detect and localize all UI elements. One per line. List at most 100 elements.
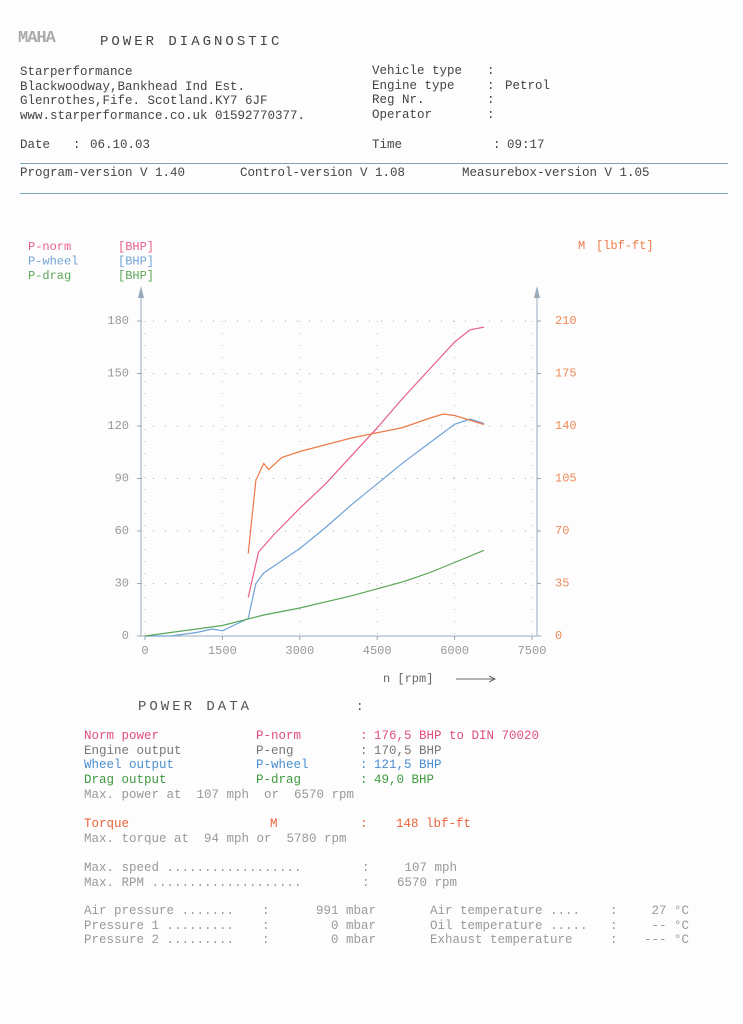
condition-label: Oil temperature ..... <box>430 918 588 933</box>
separator: : <box>262 933 270 947</box>
x-tick-label: 1500 <box>208 644 237 658</box>
separator: : <box>362 875 370 890</box>
x-tick-label: 4500 <box>363 644 392 658</box>
company-line: Starperformance <box>20 65 133 79</box>
version: Control-version V 1.08 <box>240 166 406 180</box>
x-tick-label: 3000 <box>285 644 314 658</box>
separator: : <box>487 93 495 108</box>
y-tick-label: 30 <box>115 577 129 591</box>
max-power: Max. power at 107 mph or 6570 rpm <box>84 788 355 802</box>
condition-label: Air temperature .... <box>430 904 581 918</box>
condition-label: Exhaust temperature <box>430 933 573 947</box>
legend-unit: [lbf-ft] <box>596 239 654 253</box>
rule <box>20 193 728 194</box>
separator: : <box>493 138 501 152</box>
field-value: Petrol <box>505 78 551 93</box>
version: Program-version V 1.40 <box>20 166 186 180</box>
separator: : <box>360 817 368 831</box>
x-tick-label: 6000 <box>440 644 469 658</box>
axis-arrow <box>138 286 144 298</box>
separator: : <box>73 138 81 152</box>
condition-value: 0 mbar <box>330 918 376 933</box>
condition-value: 991 mbar <box>315 904 376 918</box>
series-line <box>144 549 485 637</box>
legend-unit: [BHP] <box>118 255 154 269</box>
legend-entry: P-norm <box>28 240 71 254</box>
x-tick-label: 7500 <box>518 644 547 658</box>
condition-label: Pressure 1 ......... <box>84 918 235 933</box>
legend-entry: P-wheel <box>28 255 78 269</box>
axis-arrow <box>488 675 497 683</box>
series-line <box>247 326 485 598</box>
condition-value: 27 °C <box>651 904 689 918</box>
y-tick-label: 0 <box>122 629 129 643</box>
axis-arrow <box>534 286 540 298</box>
title: POWER DIAGNOSTIC <box>100 34 283 50</box>
separator: : <box>362 861 370 875</box>
field-label: Date <box>20 138 51 152</box>
x-tick-label: 0 <box>141 644 148 658</box>
y2-tick-label: 0 <box>555 629 562 643</box>
y2-tick-label: 175 <box>555 367 577 381</box>
output-label: Drag output <box>84 773 167 788</box>
output-symbol: P-drag <box>256 773 302 788</box>
field-value: 06.10.03 <box>90 138 151 152</box>
separator: : <box>360 773 368 788</box>
output-value: 176,5 BHP to DIN 70020 <box>374 729 540 743</box>
condition-label: Pressure 2 ......... <box>84 933 235 947</box>
y-tick-label: 150 <box>107 367 129 381</box>
condition-value: --- °C <box>643 933 689 947</box>
y-tick-label: 60 <box>115 524 129 538</box>
output-value: 49,0 BHP <box>374 773 435 788</box>
legend-unit: [BHP] <box>118 240 154 254</box>
y-tick-label: 120 <box>107 419 129 433</box>
x-axis-label: n [rpm] <box>383 672 433 686</box>
separator: : <box>610 918 618 933</box>
field-label: Engine type <box>372 78 455 93</box>
legend-unit: [BHP] <box>118 269 154 283</box>
max-value: 107 mph <box>404 861 457 875</box>
company-line: Blackwoodway,Bankhead Ind Est. <box>20 79 246 94</box>
y2-tick-label: 105 <box>555 472 577 486</box>
series-line <box>247 413 485 554</box>
condition-value: -- °C <box>651 918 689 933</box>
version: Measurebox-version V 1.05 <box>462 166 650 180</box>
output-label: Norm power <box>84 729 160 743</box>
logo: MAHA <box>18 29 56 48</box>
max-label: Max. speed .................. <box>84 861 302 875</box>
y2-tick-label: 35 <box>555 577 569 591</box>
output-symbol: P-norm <box>256 729 302 743</box>
max-torque: Max. torque at 94 mph or 5780 rpm <box>84 832 347 846</box>
separator: : <box>262 918 270 933</box>
separator: : <box>360 729 368 743</box>
separator: : <box>610 904 618 918</box>
separator: : <box>487 108 495 123</box>
separator: : <box>262 904 270 918</box>
field-value: 09:17 <box>507 138 545 152</box>
section-title: POWER DATA <box>138 699 253 715</box>
condition-value: 0 mbar <box>330 933 376 947</box>
max-label: Max. RPM .................... <box>84 875 302 890</box>
legend-entry: M <box>578 239 585 253</box>
max-value: 6570 rpm <box>396 875 457 890</box>
company-line: www.starperformance.co.uk 01592770377. <box>20 108 306 123</box>
y2-tick-label: 70 <box>555 524 569 538</box>
field-label: Reg Nr. <box>372 93 425 108</box>
separator: : <box>356 700 364 714</box>
separator: : <box>360 743 368 758</box>
torque-symbol: M <box>270 817 278 831</box>
series-line <box>145 418 485 637</box>
output-symbol: P-eng <box>256 743 294 758</box>
separator: : <box>487 78 495 93</box>
output-label: Engine output <box>84 743 182 758</box>
torque-value: 148 lbf-ft <box>396 817 472 831</box>
y2-tick-label: 140 <box>555 419 577 433</box>
field-label: Time <box>372 138 403 152</box>
y2-tick-label: 210 <box>555 314 577 328</box>
separator: : <box>360 758 368 773</box>
separator: : <box>610 933 618 947</box>
output-value: 121,5 BHP <box>374 758 442 773</box>
field-label: Operator <box>372 108 433 123</box>
